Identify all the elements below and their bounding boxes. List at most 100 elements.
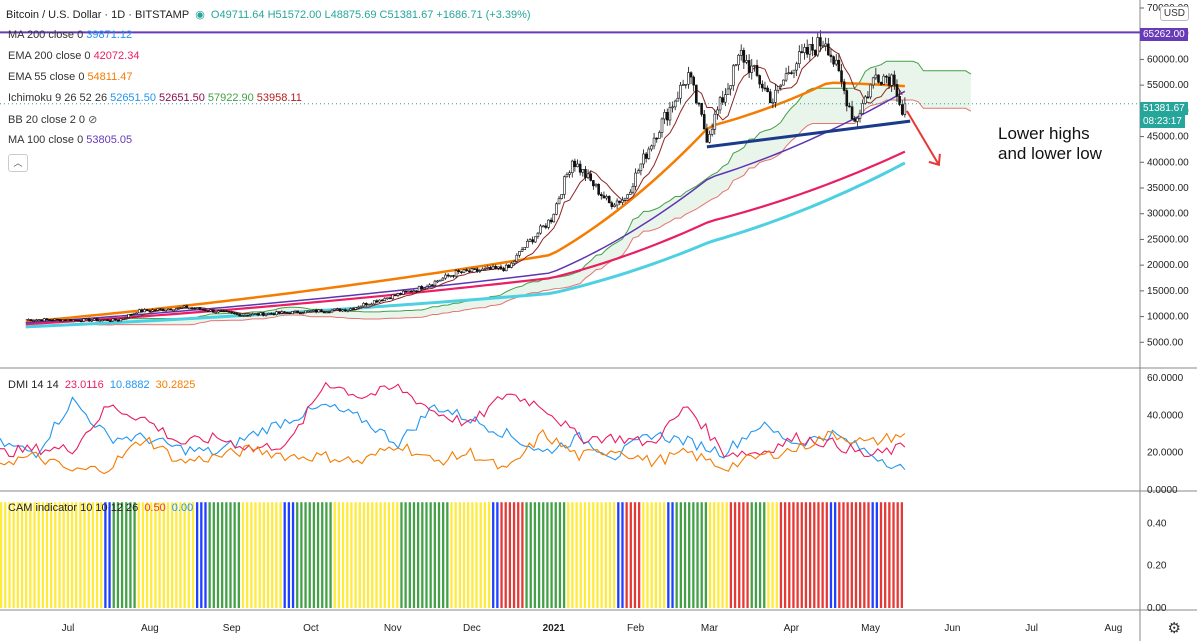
candle-body bbox=[122, 317, 125, 320]
indicator-legend-row[interactable]: EMA 55 close 0 54811.47 bbox=[8, 71, 136, 83]
candle-body bbox=[866, 96, 870, 99]
candle-body bbox=[119, 318, 123, 322]
cam-bar bbox=[796, 502, 799, 608]
settings-gear-icon[interactable]: ⚙ bbox=[1167, 620, 1181, 637]
cam-bar bbox=[104, 502, 107, 608]
moving-average-line bbox=[25, 81, 905, 323]
candle-body bbox=[214, 311, 218, 314]
indicator-legend-row[interactable]: BB 20 close 2 0 ⊘ bbox=[8, 113, 100, 126]
cam-bar bbox=[721, 502, 724, 608]
candle-body bbox=[729, 85, 732, 90]
x-tick-label: Apr bbox=[784, 623, 800, 634]
cam-bar bbox=[821, 502, 824, 608]
candle-body bbox=[599, 194, 603, 196]
indicator-value: 57922.90 bbox=[207, 92, 254, 104]
dmi-y-tick-label: 0.0000 bbox=[1147, 485, 1178, 496]
dmi-line bbox=[0, 429, 906, 475]
candle-body bbox=[570, 160, 574, 174]
symbol-title[interactable]: Bitcoin / U.S. Dollar · 1D · BITSTAMP bbox=[6, 9, 190, 21]
candle-body bbox=[50, 319, 54, 322]
cam-bar bbox=[408, 502, 411, 608]
candle-body bbox=[349, 308, 352, 311]
cam-bar bbox=[604, 502, 607, 608]
candle-body bbox=[428, 284, 431, 287]
candle-body bbox=[768, 91, 772, 104]
cam-bar bbox=[583, 502, 587, 608]
candle-body bbox=[288, 312, 292, 315]
candle-body bbox=[578, 163, 582, 173]
candle-body bbox=[692, 76, 695, 86]
cam-bar bbox=[150, 502, 153, 608]
resistance-price-tag: 65262.00 bbox=[1140, 28, 1188, 41]
indicator-legend-row[interactable]: EMA 200 close 0 42072.34 bbox=[8, 50, 142, 62]
candle-body bbox=[449, 275, 453, 277]
indicator-legend-row[interactable]: MA 100 close 0 53805.05 bbox=[8, 134, 135, 146]
cam-bar bbox=[358, 502, 361, 608]
candle-body bbox=[515, 254, 519, 262]
candle-body bbox=[180, 306, 183, 309]
candle-body bbox=[66, 319, 70, 321]
candle-body bbox=[497, 266, 500, 269]
candle-body bbox=[856, 117, 859, 122]
cam-bar bbox=[833, 502, 837, 608]
candle-body bbox=[697, 102, 701, 105]
candle-body bbox=[544, 225, 548, 228]
candle-body bbox=[53, 318, 57, 321]
y-tick-label: 25000.00 bbox=[1147, 234, 1189, 245]
candle-body bbox=[858, 113, 862, 119]
cam-bar bbox=[571, 502, 574, 608]
candle-body bbox=[602, 195, 606, 199]
cam-bar bbox=[266, 502, 270, 608]
candle-body bbox=[755, 65, 759, 76]
cam-bar bbox=[191, 502, 195, 608]
indicator-legend-row[interactable]: MA 200 close 0 39871.12 bbox=[8, 29, 135, 41]
cam-bar bbox=[558, 502, 562, 608]
candle-body bbox=[467, 270, 471, 273]
cam-bar bbox=[79, 502, 82, 608]
collapse-legend-button[interactable]: ︿ bbox=[8, 154, 28, 172]
cam-bar bbox=[158, 502, 161, 608]
indicator-legend-row[interactable]: Ichimoku 9 26 52 26 52651.50 52651.50 57922… bbox=[8, 92, 305, 104]
cam-bar bbox=[0, 502, 3, 608]
candle-body bbox=[774, 89, 777, 103]
cam-bar bbox=[350, 502, 353, 608]
candle-body bbox=[652, 137, 656, 147]
x-tick-label: Sep bbox=[223, 623, 241, 634]
candle-body bbox=[101, 319, 104, 322]
candle-body bbox=[246, 315, 249, 317]
candle-body bbox=[251, 313, 255, 316]
y-tick-label: 5000.00 bbox=[1147, 337, 1184, 348]
candle-body bbox=[819, 37, 822, 47]
cam-bar bbox=[825, 502, 828, 608]
candle-body bbox=[351, 308, 355, 310]
cam-bar bbox=[629, 502, 632, 608]
cam-bar bbox=[696, 502, 699, 608]
candle-body bbox=[610, 202, 614, 207]
candle-body bbox=[262, 312, 265, 316]
cam-bar bbox=[546, 502, 549, 608]
indicator-value: 54811.47 bbox=[87, 71, 133, 83]
candle-body bbox=[309, 310, 313, 313]
candle-body bbox=[863, 96, 867, 104]
candle-body bbox=[695, 84, 698, 104]
dmi-line bbox=[0, 396, 906, 471]
candle-body bbox=[491, 266, 495, 270]
candle-body bbox=[145, 309, 149, 311]
cam-bar bbox=[859, 502, 862, 608]
candle-body bbox=[159, 308, 162, 311]
candle-body bbox=[724, 94, 727, 103]
candle-body bbox=[148, 310, 152, 312]
dmi-value-1: 23.0116 bbox=[64, 379, 104, 391]
cam-bar bbox=[742, 502, 745, 608]
candle-body bbox=[541, 225, 545, 228]
candle-body bbox=[285, 312, 289, 314]
candle-body bbox=[742, 50, 746, 63]
cam-bar bbox=[808, 502, 812, 608]
candle-body bbox=[502, 268, 505, 272]
currency-button[interactable]: USD bbox=[1159, 6, 1189, 21]
candle-body bbox=[507, 264, 511, 268]
moving-average-line bbox=[25, 90, 906, 324]
candle-body bbox=[739, 50, 743, 56]
market-status-icon: ◉ bbox=[195, 9, 205, 21]
